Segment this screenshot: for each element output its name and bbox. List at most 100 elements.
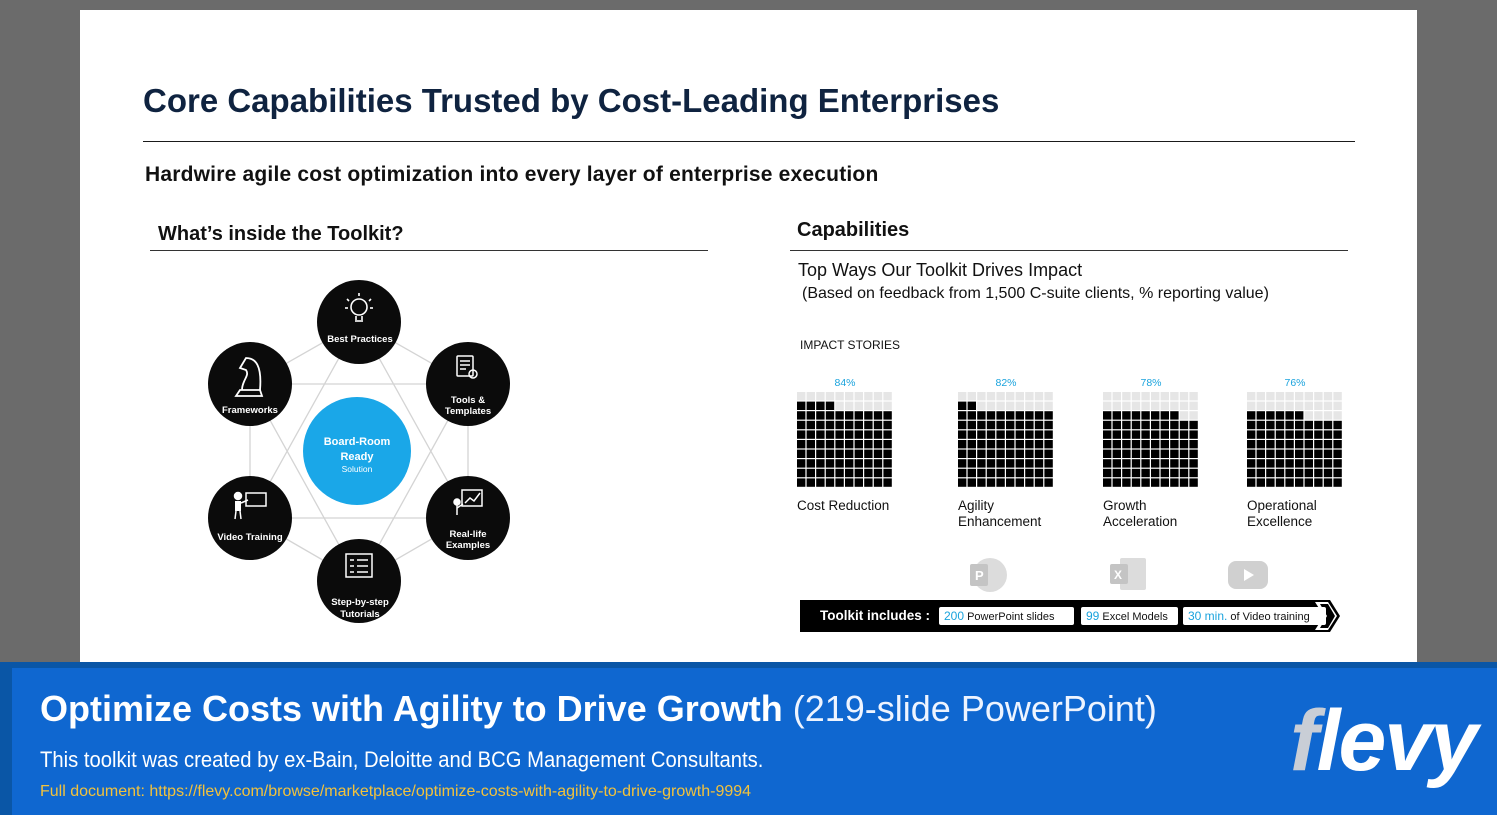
waffle-percent-label: 82% <box>995 377 1016 389</box>
waffle-cell <box>1295 459 1304 468</box>
waffle-cell <box>996 440 1005 449</box>
waffle-cell <box>1006 449 1015 458</box>
waffle-category-label: Operational <box>1247 498 1317 513</box>
waffle-cell <box>1266 392 1275 401</box>
waffle-cell <box>1285 430 1294 439</box>
waffle-cell <box>1131 440 1141 449</box>
waffle-cell <box>1314 420 1323 430</box>
waffle-cell <box>1333 449 1342 458</box>
waffle-cell <box>883 459 892 468</box>
waffle-cell <box>1266 459 1275 468</box>
waffle-cell <box>1256 411 1265 420</box>
waffle-cell <box>958 449 967 458</box>
document-link[interactable]: Full document: https://flevy.com/browse/… <box>40 783 752 800</box>
waffle-cell <box>996 478 1005 487</box>
waffle-cell <box>1151 440 1160 449</box>
waffle-cell <box>816 430 825 439</box>
waffle-cell <box>1170 440 1179 449</box>
waffle-cell <box>1266 420 1275 430</box>
waffle-cell <box>797 440 806 449</box>
node-label-step-1: Step-by-step <box>331 597 389 608</box>
node-label-real-life-1: Real-life <box>450 529 487 540</box>
waffle-cell <box>845 478 854 487</box>
waffle-cell <box>1006 401 1015 410</box>
waffle-cell <box>825 420 835 430</box>
waffle-cell <box>1160 392 1169 401</box>
waffle-cell <box>1122 411 1131 420</box>
waffle-cell <box>1006 459 1015 468</box>
waffle-cell <box>996 459 1005 468</box>
waffle-cell <box>977 430 986 439</box>
youtube-icon <box>1226 558 1270 597</box>
waffle-cell <box>1247 440 1256 449</box>
waffle-cell <box>1295 420 1304 430</box>
waffle-cell <box>1275 430 1285 439</box>
waffle-cell <box>1015 440 1024 449</box>
waffle-cell <box>1285 468 1294 478</box>
waffle-cell <box>1034 449 1044 458</box>
waffle-cell <box>883 430 892 439</box>
waffle-cell <box>1323 411 1333 420</box>
waffle-cell <box>1006 411 1015 420</box>
waffle-cell <box>854 392 863 401</box>
waffle-cell <box>1256 401 1265 410</box>
waffle-cell <box>1044 449 1053 458</box>
waffle-cell <box>986 478 996 487</box>
waffle-cell <box>1275 401 1285 410</box>
capabilities-intro: Top Ways Our Toolkit Drives Impact <box>798 260 1083 280</box>
waffle-cell <box>1275 478 1285 487</box>
waffle-cell <box>1304 411 1313 420</box>
waffle-cell <box>1189 420 1198 430</box>
waffle-cell <box>977 440 986 449</box>
waffle-cell <box>835 401 844 410</box>
waffle-percent-label: 76% <box>1284 377 1305 389</box>
waffle-cell <box>816 449 825 458</box>
waffle-cell <box>806 478 815 487</box>
waffle-cell <box>1151 468 1160 478</box>
waffle-percent-label: 84% <box>834 377 855 389</box>
waffle-cell <box>1025 459 1034 468</box>
node-label-real-life-2: Examples <box>446 540 490 551</box>
waffle-cell <box>1034 392 1044 401</box>
waffle-cell <box>806 420 815 430</box>
video-count-label: of Video training <box>1230 611 1310 623</box>
waffle-cell <box>873 392 883 401</box>
waffle-cell <box>996 449 1005 458</box>
video-count: 30 min. <box>1188 609 1228 623</box>
waffle-cell <box>806 459 815 468</box>
waffle-cell <box>1275 468 1285 478</box>
node-step-by-step-tutorials: Step-by-step Tutorials <box>317 539 401 623</box>
flevy-logo[interactable]: flevy <box>1290 693 1478 789</box>
waffle-cell <box>1103 401 1112 410</box>
waffle-cell <box>835 449 844 458</box>
waffle-cell <box>977 459 986 468</box>
waffle-cell <box>854 478 863 487</box>
waffle-cell <box>1151 411 1160 420</box>
waffle-cell <box>1285 449 1294 458</box>
waffle-cell <box>1266 478 1275 487</box>
waffle-cell <box>1034 411 1044 420</box>
waffle-cell <box>1285 401 1294 410</box>
waffle-category-label-2: Acceleration <box>1103 514 1177 529</box>
waffle-cell <box>1247 420 1256 430</box>
waffle-cell <box>854 449 863 458</box>
waffle-cell <box>806 449 815 458</box>
waffle-cell <box>1170 449 1179 458</box>
waffle-cell <box>1131 478 1141 487</box>
waffle-cell <box>1189 459 1198 468</box>
waffle-cell <box>806 401 815 410</box>
waffle-cell <box>1112 392 1121 401</box>
waffle-cell <box>1256 478 1265 487</box>
waffle-cell <box>1025 449 1034 458</box>
waffle-cell <box>1304 449 1313 458</box>
center-line1: Board-Room <box>324 436 391 448</box>
waffle-cell <box>967 468 976 478</box>
excel-count-box: 99 Excel Models <box>1081 607 1178 625</box>
waffle-cell <box>1295 401 1304 410</box>
banner-title-main: Optimize Costs with Agility to Drive Gro… <box>40 688 783 729</box>
waffle-cell <box>797 449 806 458</box>
waffle-category-label: Agility <box>958 498 994 513</box>
waffle-cell <box>1256 449 1265 458</box>
waffle-cell <box>1256 440 1265 449</box>
waffle-cell <box>816 401 825 410</box>
